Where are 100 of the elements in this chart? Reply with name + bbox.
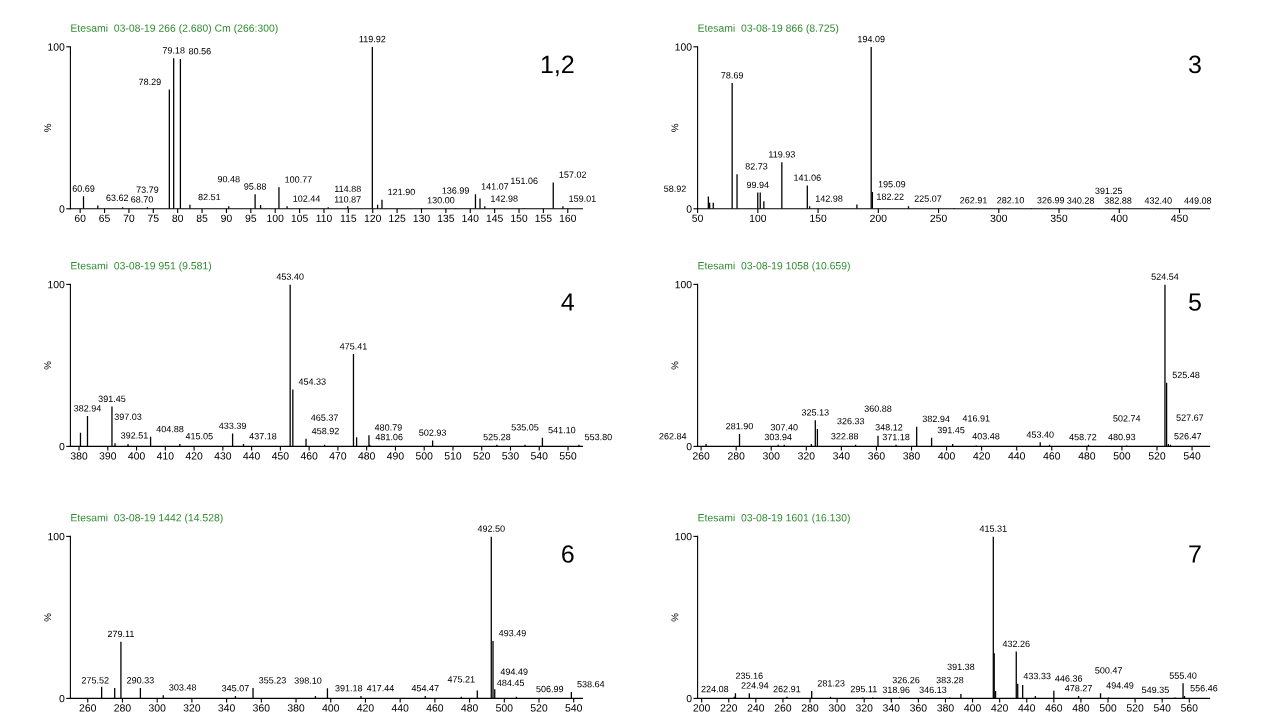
annotation: 141.07 (481, 183, 509, 190)
annotation: 130.00 (427, 197, 455, 204)
annotation: 494.49 (500, 668, 528, 675)
annotation: 526.47 (1174, 433, 1202, 440)
x-tick-label: 540 (1183, 452, 1201, 460)
x-tick-label: 520 (1126, 704, 1144, 712)
annotation: 391.25 (1095, 187, 1123, 195)
x-tick-label: 300 (148, 704, 166, 712)
x-tick-label: 75 (148, 214, 159, 223)
x-tick-label: 200 (693, 704, 710, 712)
chart-title: Etesami 03-08-19 266 (2.680) Cm (266:300) (71, 24, 278, 34)
y-tick-label: 0 (59, 442, 65, 451)
x-tick-label: 130 (413, 214, 430, 223)
x-tick-label: 450 (271, 452, 289, 460)
chart-title: Etesami 03-08-19 951 (9.581) (71, 261, 212, 272)
annotation: 383.28 (936, 676, 964, 684)
x-tick-label: 90 (221, 214, 232, 223)
annotation: 398.10 (294, 677, 322, 684)
annotation: 404.88 (156, 425, 184, 433)
annotation: 151.06 (511, 177, 538, 184)
annotation: 303.94 (764, 433, 792, 441)
x-tick-label: 400 (322, 704, 340, 712)
x-tick-label: 390 (99, 452, 117, 460)
annotation: 136.99 (442, 187, 469, 194)
x-tick-label: 260 (79, 704, 97, 712)
x-tick-label: 500 (415, 452, 433, 460)
annotation: 391.18 (335, 685, 363, 692)
annotation: 527.67 (1176, 414, 1204, 421)
annotation: 484.45 (497, 679, 525, 687)
annotation: 326.33 (837, 417, 865, 425)
chart-title: Etesami 03-08-19 1601 (16.130) (698, 513, 850, 524)
y-axis-title: % (671, 361, 679, 370)
y-tick-label: 100 (675, 532, 692, 541)
annotation: 348.12 (875, 424, 903, 431)
x-tick-label: 300 (828, 704, 846, 712)
x-tick-label: 145 (486, 214, 503, 223)
annotation: 225.07 (914, 195, 942, 202)
x-tick-label: 420 (185, 452, 203, 460)
annotation: 121.90 (388, 188, 415, 196)
annotation: 478.27 (1064, 685, 1092, 692)
annotation: 556.46 (1190, 685, 1218, 692)
annotation: 224.08 (701, 685, 729, 693)
x-tick-label: 440 (391, 704, 409, 712)
annotation: 279.11 (107, 630, 134, 638)
annotation: 416.91 (962, 415, 990, 422)
x-tick-label: 120 (364, 214, 382, 223)
x-tick-label: 280 (728, 452, 745, 460)
annotation: 506.99 (536, 685, 564, 693)
annotation: 60.69 (72, 185, 95, 192)
annotation: 281.23 (817, 680, 845, 687)
x-tick-label: 320 (183, 704, 201, 712)
x-tick-label: 440 (1018, 704, 1036, 712)
x-tick-label: 155 (535, 214, 552, 223)
x-tick-label: 420 (991, 704, 1008, 712)
x-tick-label: 125 (389, 214, 406, 223)
annotation: 79.18 (162, 47, 185, 54)
annotation: 326.26 (892, 676, 920, 684)
annotation: 553.80 (584, 433, 612, 441)
x-tick-label: 220 (720, 704, 738, 712)
x-tick-label: 500 (496, 704, 513, 712)
x-tick-label: 380 (903, 452, 920, 460)
x-tick-label: 460 (426, 704, 444, 712)
x-tick-label: 540 (565, 704, 583, 712)
annotation: 82.73 (745, 163, 768, 170)
annotation: 224.94 (741, 682, 769, 689)
annotation: 159.01 (569, 195, 596, 202)
chart-title: Etesami 03-08-19 1058 (10.659) (698, 261, 850, 272)
y-tick-label: 0 (686, 205, 692, 213)
annotation: 307.40 (770, 424, 798, 431)
y-axis-title: % (44, 613, 52, 622)
x-tick-label: 340 (833, 452, 850, 460)
x-tick-label: 140 (462, 214, 479, 223)
annotation: 502.93 (419, 429, 447, 436)
annotation: 194.09 (858, 35, 885, 43)
x-tick-label: 460 (1043, 452, 1061, 460)
y-axis-title: % (44, 361, 52, 370)
annotation: 281.90 (726, 422, 753, 430)
annotation: 235.16 (735, 672, 763, 679)
annotation: 475.41 (339, 343, 367, 350)
x-tick-label: 550 (559, 452, 577, 460)
annotation: 114.88 (334, 185, 361, 193)
annotation: 524.54 (1151, 273, 1179, 280)
annotation: 73.79 (136, 186, 159, 193)
x-tick-label: 100 (749, 214, 767, 223)
annotation: 525.28 (483, 433, 511, 441)
chart-title: Etesami 03-08-19 866 (8.725) (698, 24, 839, 34)
annotation: 415.31 (979, 525, 1007, 532)
annotation: 453.40 (276, 273, 304, 280)
annotation: 262.84 (659, 433, 687, 440)
x-tick-label: 440 (1008, 452, 1026, 460)
annotation: 397.03 (114, 413, 142, 420)
annotation: 555.40 (1169, 672, 1197, 679)
annotation: 303.48 (169, 684, 197, 691)
annotation: 391.45 (98, 395, 126, 402)
annotation: 3 (1188, 55, 1201, 74)
annotation: 433.33 (1023, 672, 1051, 680)
annotation: 480.93 (1108, 433, 1136, 441)
annotation: 99.94 (746, 181, 769, 189)
annotation: 475.21 (447, 676, 475, 683)
annotation: 141.06 (794, 174, 821, 181)
